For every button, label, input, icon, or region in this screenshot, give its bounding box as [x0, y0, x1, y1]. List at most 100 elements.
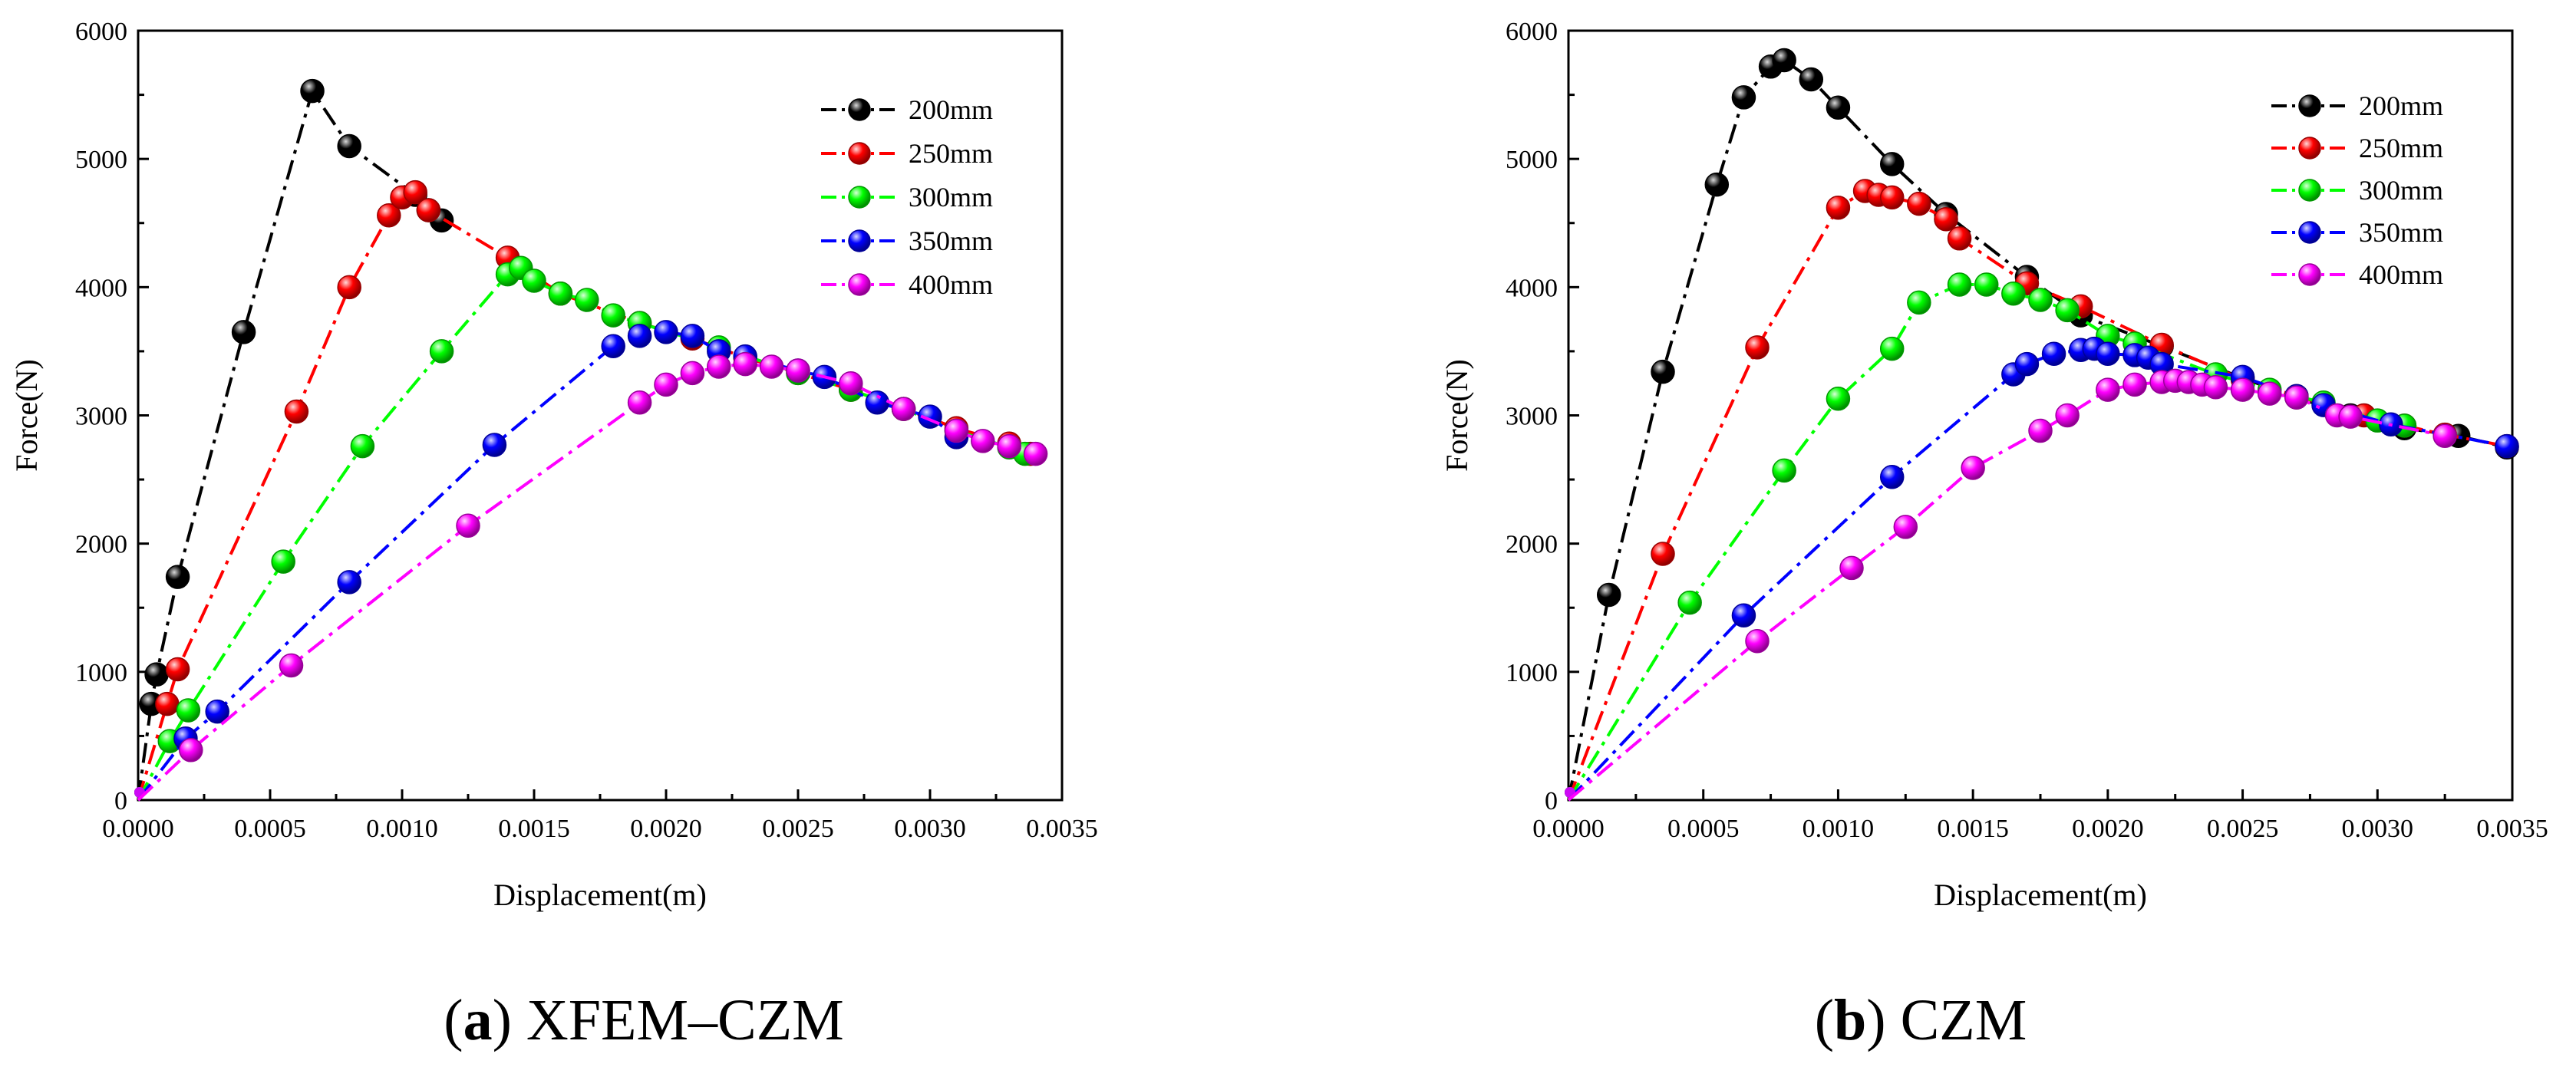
data-point — [1826, 95, 1851, 120]
data-point — [2096, 341, 2120, 367]
data-point — [1826, 387, 1851, 411]
data-point — [1772, 458, 1796, 483]
caption-letter: b — [1834, 988, 1866, 1052]
legend-marker — [848, 273, 871, 296]
y-tick-label: 5000 — [75, 146, 127, 174]
data-point — [1893, 515, 1918, 539]
y-tick-label: 2000 — [1506, 531, 1558, 559]
x-tick-label: 0.0035 — [2476, 815, 2548, 843]
data-point — [2122, 372, 2147, 397]
data-point — [1947, 226, 1972, 251]
chart-a: 0.0000 0.0005 0.0010 0.0015 0.0020 0.0025 0.00… — [9, 18, 1098, 1052]
legend-label: 400mm — [2359, 259, 2443, 290]
x-axis-label: Displacement(m) — [1934, 878, 2147, 912]
data-point — [865, 390, 889, 415]
data-point — [1651, 359, 1675, 384]
data-point — [300, 78, 325, 104]
data-point — [1826, 195, 1851, 220]
y-tick-label: 6000 — [75, 18, 127, 46]
data-point — [337, 570, 361, 594]
data-point — [2096, 377, 2120, 402]
legend-marker — [2298, 221, 2321, 244]
data-point — [482, 433, 507, 457]
x-tick-label: 0.0035 — [1026, 815, 1098, 843]
x-tick-label: 0.0005 — [234, 815, 306, 843]
data-point — [1745, 335, 1770, 360]
data-point — [891, 397, 916, 421]
data-point — [2001, 281, 2026, 306]
series-line — [137, 265, 1026, 801]
y-tick-label: 1000 — [75, 659, 127, 687]
data-point — [654, 320, 678, 344]
legend-label: 350mm — [909, 226, 993, 256]
data-point — [786, 358, 810, 383]
data-point — [575, 288, 599, 312]
data-point — [416, 198, 441, 222]
series-line — [1567, 283, 2405, 802]
x-tick-label: 0.0020 — [630, 815, 702, 843]
data-point — [522, 268, 546, 293]
legend-label: 350mm — [2359, 217, 2443, 248]
series-line — [1567, 379, 2446, 802]
data-point — [279, 653, 304, 678]
data-point — [231, 320, 256, 344]
data-point — [403, 180, 427, 205]
data-point — [165, 565, 190, 589]
series-300mm — [1565, 272, 2417, 802]
y-tick-label: 5000 — [1506, 146, 1558, 174]
data-point — [165, 657, 190, 682]
data-point — [548, 281, 573, 306]
y-tick-label: 4000 — [1506, 274, 1558, 302]
data-point — [271, 549, 295, 574]
data-point — [759, 354, 784, 379]
data-point — [2055, 403, 2080, 428]
caption-text: CZM — [1886, 988, 2027, 1052]
legend-label: 300mm — [2359, 175, 2443, 206]
y-tick-label: 0 — [114, 787, 127, 815]
legend-marker — [848, 229, 871, 252]
series-line — [137, 87, 443, 801]
data-point — [971, 429, 995, 453]
x-axis-label: Displacement(m) — [493, 878, 707, 912]
series-line — [137, 330, 958, 802]
y-tick-label: 6000 — [1506, 18, 1558, 46]
legend-label: 400mm — [909, 269, 993, 300]
x-tick-label: 0.0000 — [1532, 815, 1605, 843]
series-400mm — [1565, 368, 2457, 802]
data-point — [377, 203, 401, 228]
data-point — [176, 698, 201, 723]
series-line — [137, 362, 1037, 802]
data-point — [2284, 385, 2309, 410]
data-point — [1879, 464, 1905, 489]
legend-label: 200mm — [2359, 91, 2443, 121]
series-line — [137, 190, 1031, 801]
data-point — [707, 354, 731, 379]
legend-marker — [848, 186, 871, 209]
data-point — [134, 787, 145, 798]
data-point — [680, 361, 705, 386]
caption-letter: a — [463, 988, 493, 1052]
y-tick-label: 2000 — [75, 531, 127, 559]
legend-marker — [848, 98, 871, 121]
figure-caption: (a) XFEM–CZM — [444, 988, 843, 1052]
data-point — [680, 324, 705, 348]
data-point — [1879, 185, 1905, 210]
y-tick-label: 3000 — [1506, 403, 1558, 431]
data-point — [1565, 787, 1575, 798]
legend-marker — [2298, 179, 2321, 202]
series-line — [1567, 58, 2508, 801]
data-point — [2495, 433, 2519, 459]
data-point — [627, 390, 652, 415]
data-point — [2055, 298, 2080, 323]
x-tick-label: 0.0030 — [2342, 815, 2414, 843]
data-point — [337, 275, 361, 300]
data-point — [2041, 341, 2066, 367]
data-point — [205, 699, 229, 724]
data-point — [1799, 67, 1824, 92]
data-point — [350, 433, 375, 459]
data-point — [601, 303, 625, 328]
data-point — [944, 418, 969, 443]
data-point — [2338, 404, 2363, 429]
data-point — [284, 399, 309, 424]
legend-marker — [2298, 263, 2321, 286]
